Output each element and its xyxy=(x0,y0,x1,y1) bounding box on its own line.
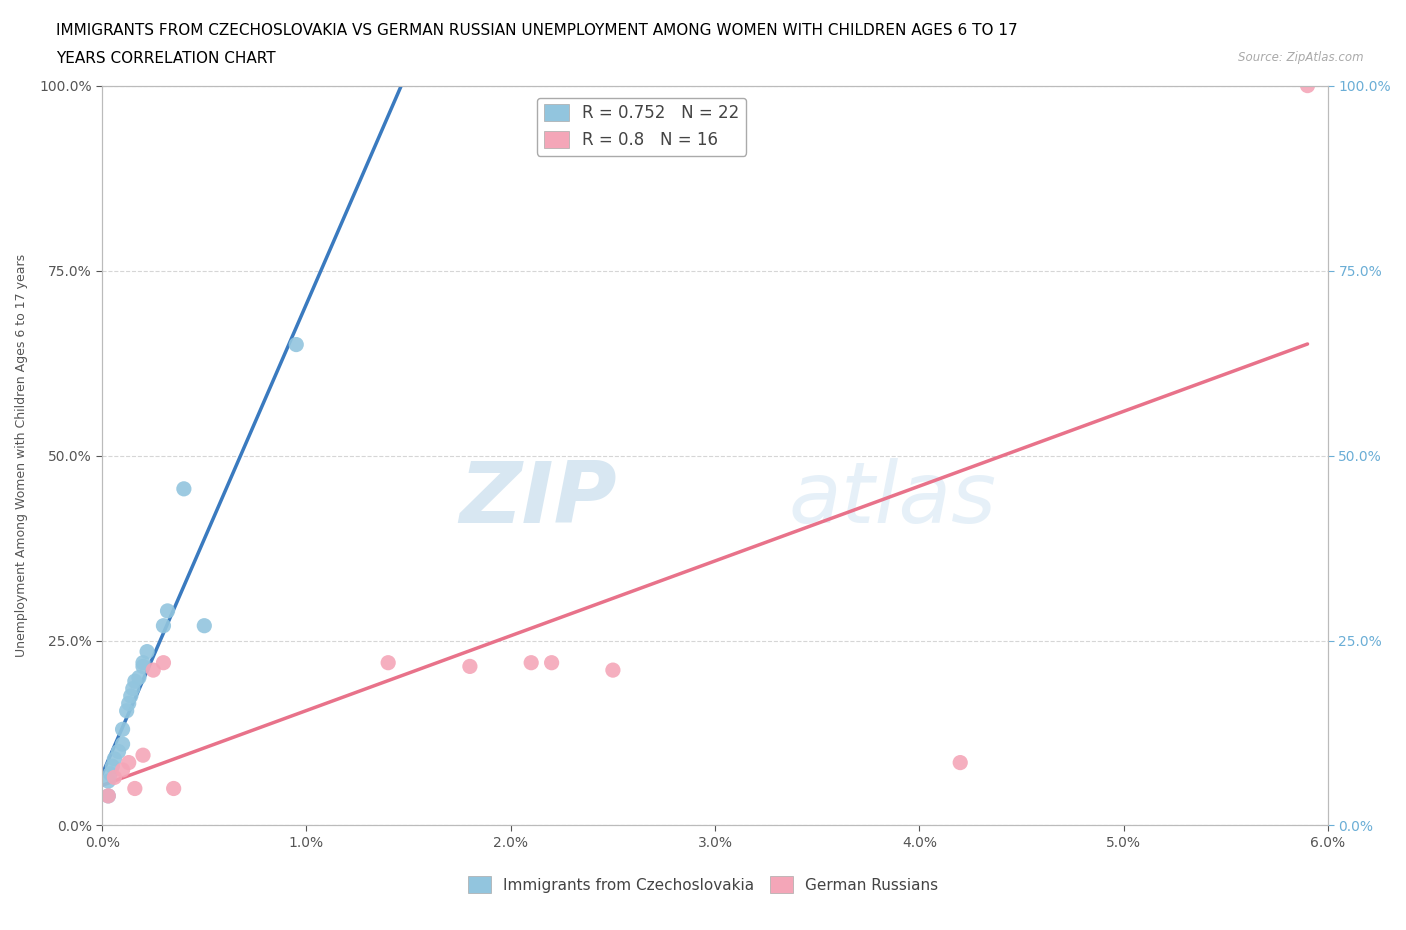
Point xyxy=(97,789,120,804)
Point xyxy=(115,703,138,718)
Point xyxy=(120,688,142,703)
Point xyxy=(128,671,150,685)
Legend: Immigrants from Czechoslovakia, German Russians: Immigrants from Czechoslovakia, German R… xyxy=(463,870,943,899)
Text: Source: ZipAtlas.com: Source: ZipAtlas.com xyxy=(1239,51,1364,64)
Point xyxy=(103,770,125,785)
Point xyxy=(285,337,308,352)
Point xyxy=(101,759,124,774)
Point xyxy=(377,656,399,671)
Point xyxy=(152,656,174,671)
Point xyxy=(97,774,120,789)
Text: atlas: atlas xyxy=(789,458,997,541)
Text: YEARS CORRELATION CHART: YEARS CORRELATION CHART xyxy=(56,51,276,66)
Point xyxy=(173,482,195,497)
Point xyxy=(111,722,134,737)
Point xyxy=(103,751,125,766)
Point xyxy=(111,737,134,751)
Point xyxy=(193,618,215,633)
Point xyxy=(152,618,174,633)
Point xyxy=(540,656,562,671)
Point xyxy=(132,656,155,671)
Text: IMMIGRANTS FROM CZECHOSLOVAKIA VS GERMAN RUSSIAN UNEMPLOYMENT AMONG WOMEN WITH C: IMMIGRANTS FROM CZECHOSLOVAKIA VS GERMAN… xyxy=(56,23,1018,38)
Point xyxy=(132,748,155,763)
Point xyxy=(98,766,121,781)
Point xyxy=(163,781,186,796)
Point xyxy=(136,644,159,659)
Y-axis label: Unemployment Among Women with Children Ages 6 to 17 years: Unemployment Among Women with Children A… xyxy=(15,254,28,658)
Point xyxy=(602,663,624,678)
Point xyxy=(124,673,146,688)
Point xyxy=(118,696,141,711)
Point xyxy=(1296,78,1319,93)
Point xyxy=(121,681,143,696)
Point xyxy=(949,755,972,770)
Point xyxy=(458,659,481,674)
Text: ZIP: ZIP xyxy=(460,458,617,541)
Point xyxy=(156,604,179,618)
Legend: R = 0.752   N = 22, R = 0.8   N = 16: R = 0.752 N = 22, R = 0.8 N = 16 xyxy=(537,98,747,155)
Point xyxy=(132,659,155,674)
Point xyxy=(520,656,543,671)
Point xyxy=(97,789,120,804)
Point xyxy=(107,744,129,759)
Point xyxy=(124,781,146,796)
Point xyxy=(111,763,134,777)
Point xyxy=(118,755,141,770)
Point xyxy=(142,663,165,678)
